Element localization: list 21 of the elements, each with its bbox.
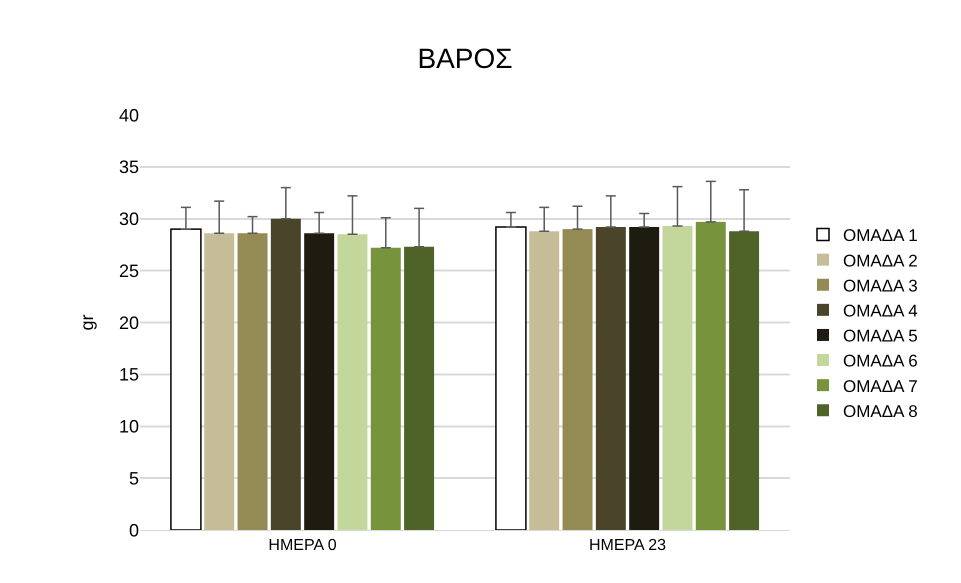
legend-label: ΟΜΑΔΑ 1: [843, 226, 918, 246]
legend-label: ΟΜΑΔΑ 5: [843, 326, 918, 346]
legend-label: ΟΜΑΔΑ 3: [843, 276, 918, 296]
y-tick-label: 15: [118, 364, 139, 385]
x-tick-label: ΗΜΕΡΑ 23: [588, 537, 666, 554]
y-tick-label: 5: [128, 468, 139, 488]
x-tick-label: ΗΜΕΡΑ 0: [268, 537, 337, 554]
y-axis-title: gr: [77, 314, 98, 331]
y-tick-label: 40: [118, 105, 139, 126]
legend-label: ΟΜΑΔΑ 6: [843, 352, 918, 371]
y-tick-label: 25: [118, 260, 139, 281]
legend-label: ΟΜΑΔΑ 4: [843, 301, 918, 320]
legend-label: ΟΜΑΔΑ 7: [843, 376, 918, 396]
y-tick-label: 30: [118, 209, 139, 230]
y-tick-label: 35: [118, 157, 139, 178]
legend-label: ΟΜΑΔΑ 8: [843, 402, 918, 421]
y-tick-label: 10: [118, 416, 139, 437]
y-tick-label: 20: [118, 312, 139, 333]
y-tick-label: 0: [128, 520, 139, 540]
legend-label: ΟΜΑΔΑ 2: [843, 251, 918, 270]
chart-title: ΒΑΡΟΣ: [417, 43, 513, 74]
